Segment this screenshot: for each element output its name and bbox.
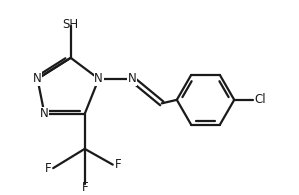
Text: SH: SH — [63, 18, 79, 31]
Text: N: N — [94, 72, 103, 85]
Text: N: N — [33, 72, 42, 85]
Text: N: N — [128, 72, 136, 85]
Text: Cl: Cl — [254, 93, 266, 106]
Text: N: N — [40, 107, 49, 120]
Text: F: F — [115, 158, 121, 171]
Text: F: F — [45, 162, 51, 175]
Text: F: F — [81, 181, 88, 194]
